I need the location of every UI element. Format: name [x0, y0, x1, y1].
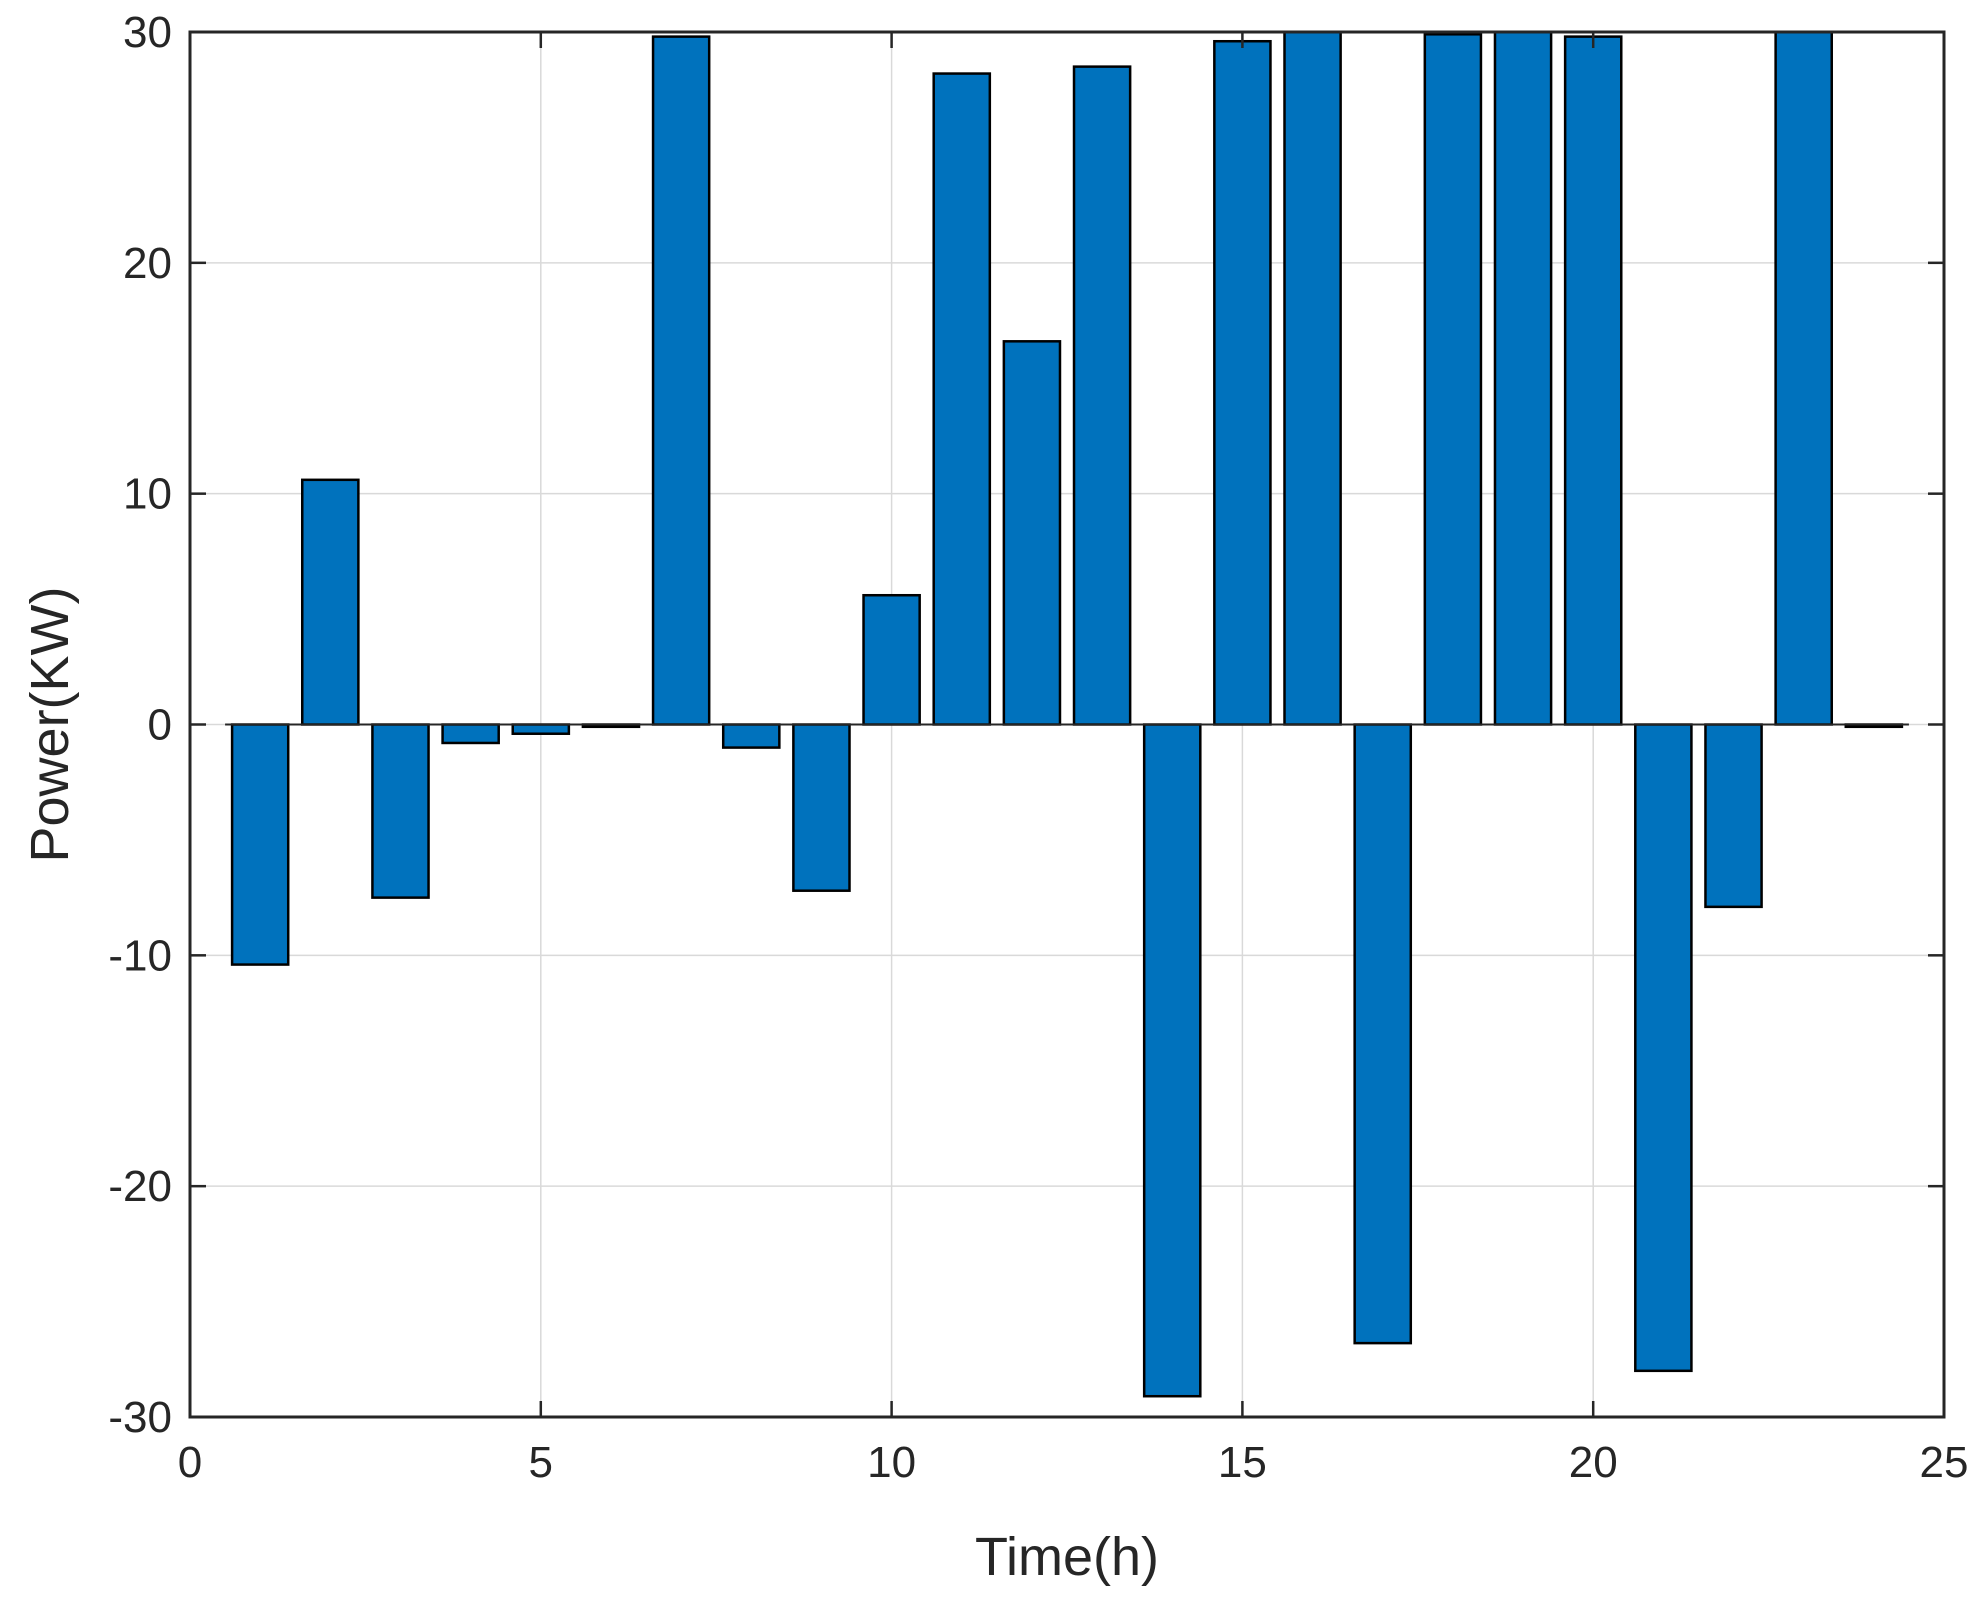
- y-axis-label: Power(KW): [20, 586, 80, 862]
- bar-13: [1072, 65, 1132, 726]
- y-tick-label: 10: [123, 470, 172, 519]
- bar-22: [1704, 723, 1763, 909]
- bar-23: [1774, 30, 1833, 726]
- bar-12: [1002, 340, 1062, 726]
- x-tick-label: 15: [1218, 1438, 1267, 1487]
- tick-marks: [188, 30, 1946, 1419]
- x-tick-labels: 0 5 10 15 20 25: [178, 1438, 1967, 1487]
- y-tick-label: -20: [108, 1162, 172, 1211]
- bar-15: [1213, 39, 1272, 726]
- bar-20: [1563, 35, 1623, 726]
- bar-18: [1423, 33, 1483, 726]
- bar-16: [1283, 30, 1342, 726]
- bar-3: [371, 723, 430, 899]
- bar-14: [1142, 723, 1202, 1398]
- y-tick-label: -30: [108, 1393, 172, 1442]
- bar-9: [792, 723, 851, 892]
- x-tick-label: 10: [867, 1438, 916, 1487]
- bar-4: [441, 723, 500, 745]
- x-tick-label: 0: [178, 1438, 202, 1487]
- y-tick-label: 0: [148, 701, 172, 750]
- bar-5: [511, 723, 571, 735]
- bar-19: [1493, 30, 1553, 726]
- bar-21: [1634, 723, 1693, 1373]
- x-axis-label: Time(h): [975, 1527, 1159, 1587]
- bar-7: [651, 35, 711, 726]
- y-tick-labels: -30 -20 -10 0 10 20 30: [108, 8, 172, 1442]
- bar-8: [721, 723, 781, 749]
- y-tick-label: -10: [108, 931, 172, 980]
- bar-11: [932, 72, 992, 726]
- bar-10: [862, 593, 921, 726]
- bar-1: [230, 723, 290, 966]
- x-tick-label: 20: [1569, 1438, 1618, 1487]
- x-tick-label: 5: [529, 1438, 553, 1487]
- bars: [230, 30, 1904, 1398]
- y-tick-label: 30: [123, 8, 172, 57]
- y-tick-label: 20: [123, 239, 172, 288]
- bar-17: [1353, 723, 1413, 1345]
- x-tick-label: 25: [1920, 1438, 1967, 1487]
- bar-2: [301, 478, 360, 726]
